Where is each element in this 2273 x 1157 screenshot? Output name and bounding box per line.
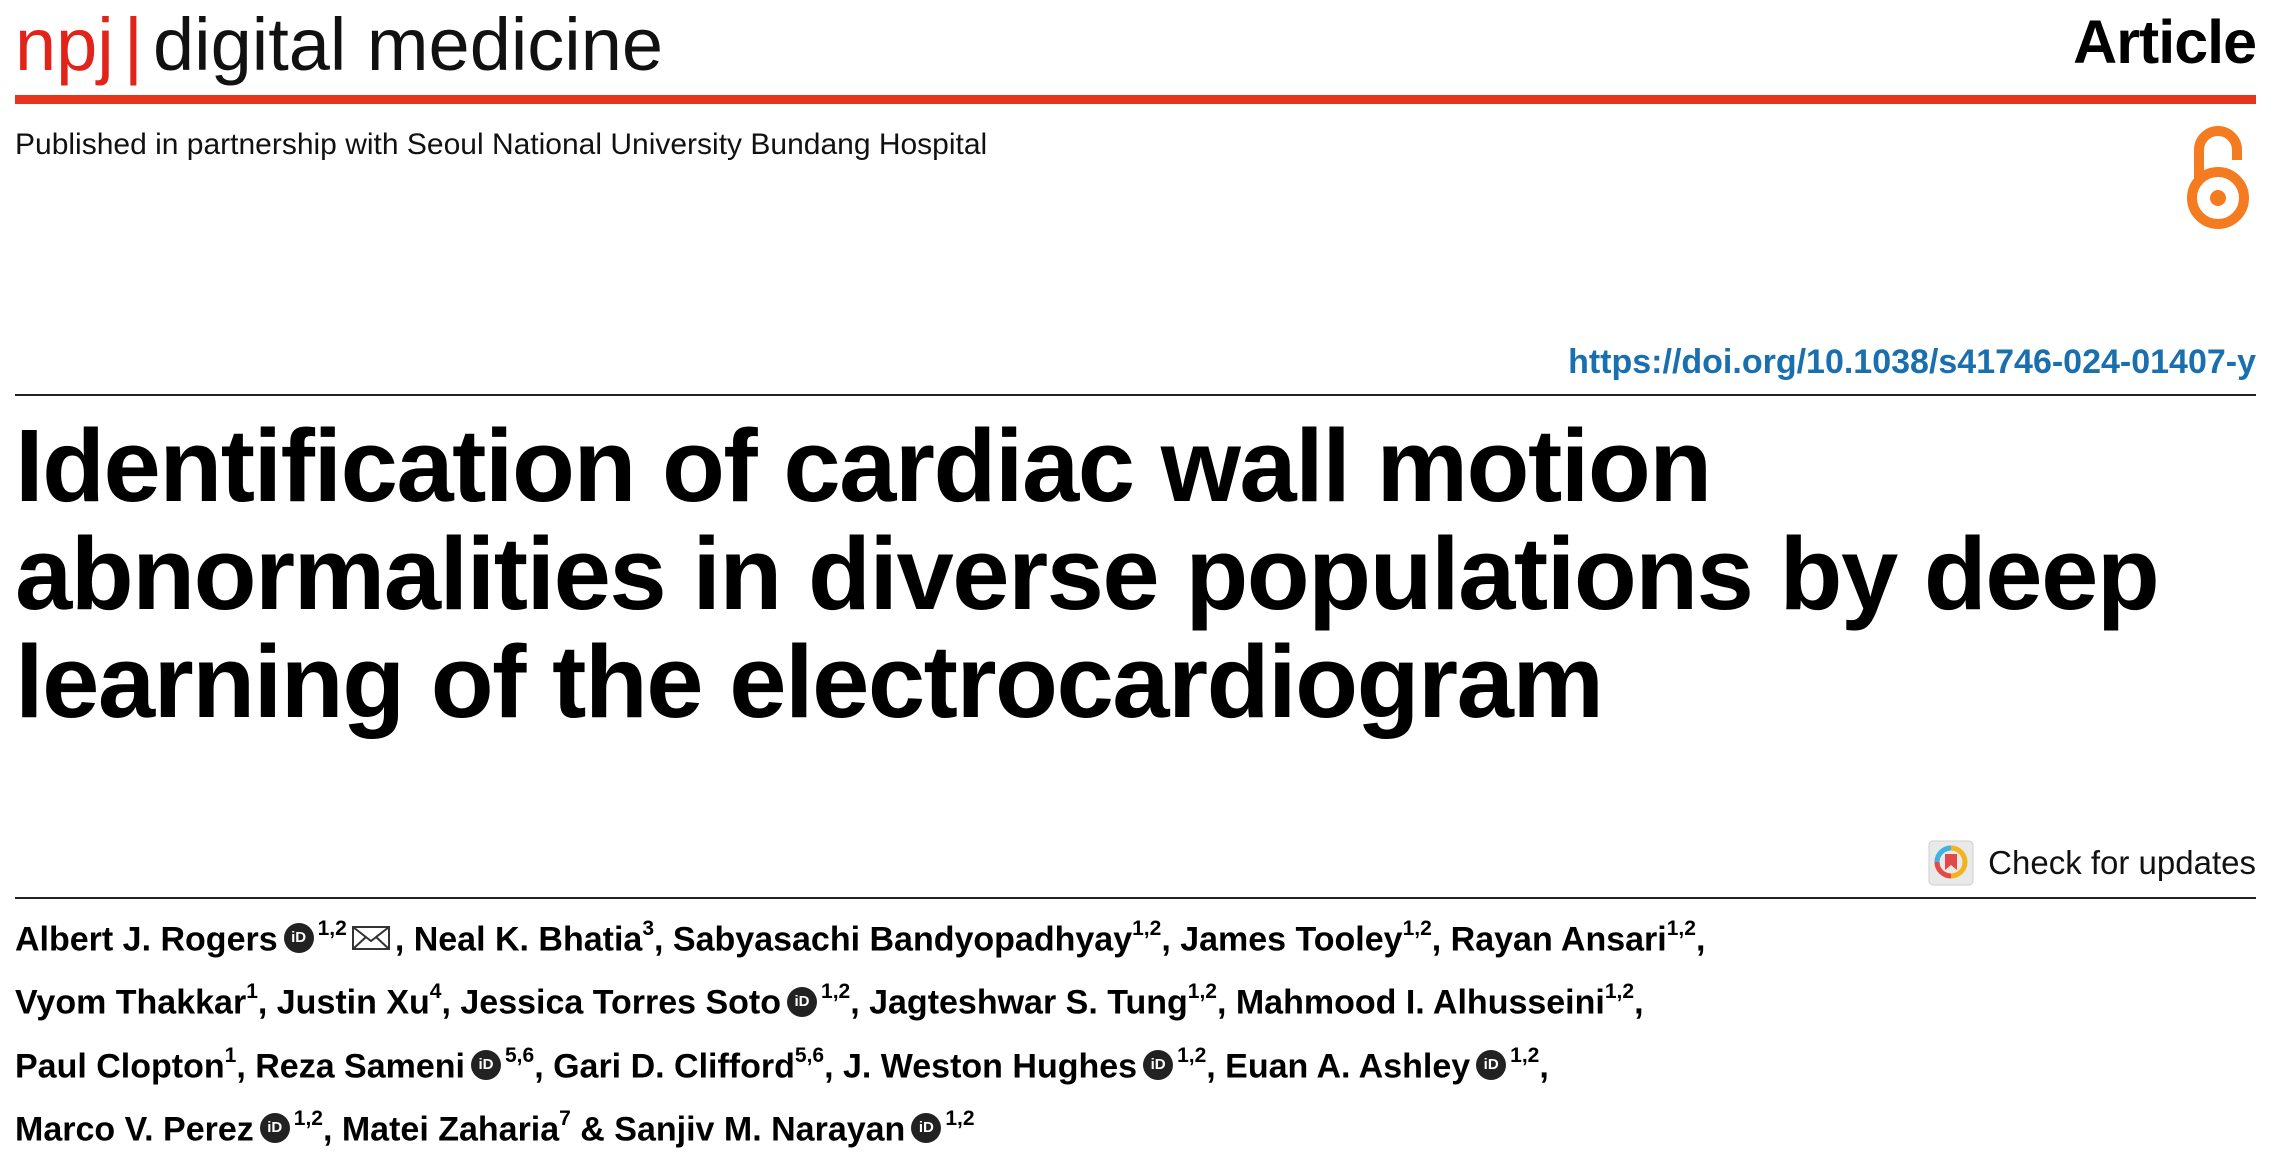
- author-separator: ,: [1634, 983, 1644, 1022]
- orcid-icon[interactable]: iD: [283, 923, 314, 954]
- author-name[interactable]: Vyom Thakkar: [15, 983, 247, 1022]
- author-name[interactable]: , Euan A. Ashley: [1206, 1046, 1471, 1085]
- author-affiliation: 1: [224, 1043, 237, 1067]
- author-line-4: Marco V. Perez iD 1,2, Matei Zaharia7 & Sa…: [15, 1094, 2256, 1157]
- orcid-icon[interactable]: iD: [259, 1113, 290, 1144]
- author-affiliation: 1,2: [1132, 917, 1162, 940]
- author-affiliation: 1,2: [1666, 917, 1696, 940]
- envelope-icon[interactable]: [351, 923, 391, 953]
- author-name[interactable]: , Sabyasachi Bandyopadhyay: [654, 920, 1133, 959]
- author-affiliation: 1,2: [821, 980, 851, 1004]
- check-for-updates-label: Check for updates: [1988, 844, 2256, 881]
- author-affiliation: 1,2: [1187, 980, 1217, 1004]
- doi-link[interactable]: https://doi.org/10.1038/s41746-024-01407…: [1568, 343, 2256, 381]
- journal-logo[interactable]: npj | digital medicine: [15, 8, 663, 82]
- title-top-rule: [15, 394, 2256, 396]
- journal-prefix: npj: [15, 3, 114, 86]
- author-affiliation: 7: [559, 1106, 571, 1130]
- author-name[interactable]: , Gari D. Clifford: [534, 1046, 795, 1085]
- author-name[interactable]: Paul Clopton: [15, 1046, 225, 1085]
- author-line-3: Paul Clopton1, Reza Sameni iD 5,6, Gari D.…: [15, 1031, 2256, 1094]
- author-name[interactable]: , Jagteshwar S. Tung: [850, 983, 1188, 1022]
- orcid-icon[interactable]: iD: [1476, 1050, 1507, 1080]
- author-line-2: Vyom Thakkar1, Justin Xu4, Jessica Torre…: [15, 967, 2256, 1030]
- author-separator: ,: [1695, 920, 1706, 959]
- author-affiliation: 1,2: [1177, 1043, 1207, 1067]
- article-title: Identification of cardiac wall motion ab…: [15, 408, 2160, 739]
- article-page: npj | digital medicine Article Published i…: [15, 0, 2257, 1148]
- open-access-lock-icon: [2187, 126, 2249, 229]
- check-for-updates-button[interactable]: Check for updates: [1928, 838, 2256, 888]
- author-affiliation: 5,6: [505, 1043, 535, 1067]
- author-affiliation: 4: [429, 980, 442, 1004]
- author-affiliation: 1,2: [945, 1106, 975, 1130]
- author-name[interactable]: Marco V. Perez: [15, 1110, 254, 1149]
- partnership-note: Published in partnership with Seoul Nati…: [15, 128, 988, 161]
- author-name[interactable]: & Sanjiv M. Narayan: [570, 1110, 906, 1149]
- author-name[interactable]: , Mahmood I. Alhusseini: [1216, 983, 1605, 1022]
- author-name[interactable]: , James Tooley: [1161, 920, 1403, 959]
- author-name[interactable]: , J. Weston Hughes: [824, 1046, 1138, 1085]
- author-name[interactable]: , Matei Zaharia: [322, 1110, 560, 1149]
- author-separator: ,: [1539, 1046, 1549, 1085]
- author-line-1: Albert J. Rogers iD 1,2, Neal K. Bhatia3, …: [15, 904, 2256, 967]
- article-type-label: Article: [2073, 8, 2257, 76]
- header-divider: [15, 95, 2256, 104]
- journal-name: digital medicine: [153, 3, 664, 86]
- author-name[interactable]: , Reza Sameni: [236, 1046, 465, 1085]
- orcid-icon[interactable]: iD: [787, 986, 818, 1017]
- author-name[interactable]: , Jessica Torres Soto: [441, 983, 782, 1022]
- author-affiliation: 5,6: [794, 1043, 825, 1067]
- author-list: Albert J. Rogers iD 1,2, Neal K. Bhatia3, …: [15, 904, 2256, 1157]
- orcid-icon[interactable]: iD: [471, 1050, 501, 1080]
- author-name[interactable]: , Neal K. Bhatia: [394, 920, 643, 959]
- authors-top-rule: [15, 897, 2256, 899]
- author-name[interactable]: Albert J. Rogers: [15, 920, 278, 959]
- author-affiliation: 1,2: [1402, 917, 1432, 940]
- author-affiliation: 1: [246, 980, 258, 1004]
- author-name[interactable]: , Justin Xu: [257, 983, 430, 1022]
- author-affiliation: 1,2: [1604, 980, 1635, 1004]
- journal-separator: |: [123, 3, 143, 86]
- author-affiliation: 3: [642, 917, 655, 940]
- journal-header: npj | digital medicine Article: [15, 0, 2257, 95]
- author-name[interactable]: , Rayan Ansari: [1431, 920, 1667, 959]
- author-affiliation: 1,2: [317, 917, 347, 940]
- crossmark-badge-icon: [1928, 840, 1974, 886]
- orcid-icon[interactable]: iD: [1143, 1050, 1174, 1080]
- author-affiliation: 1,2: [293, 1106, 323, 1130]
- orcid-icon[interactable]: iD: [911, 1113, 942, 1144]
- author-affiliation: 1,2: [1510, 1043, 1540, 1067]
